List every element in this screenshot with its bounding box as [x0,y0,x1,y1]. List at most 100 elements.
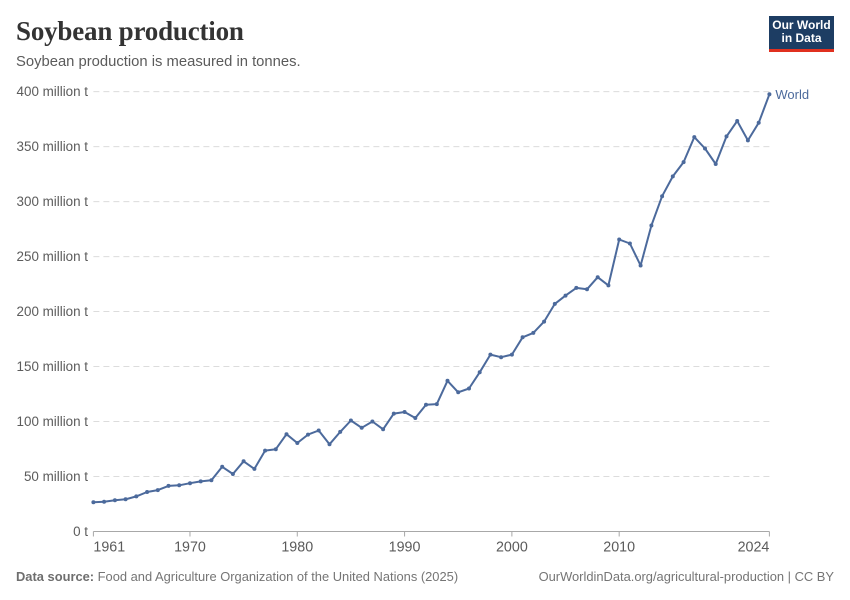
data-point[interactable] [509,352,514,357]
data-point[interactable] [467,386,471,391]
data-point[interactable] [542,319,547,324]
data-point[interactable] [306,432,310,437]
y-tick-label: 350 million t [17,139,89,154]
data-point[interactable] [713,162,718,166]
data-point[interactable] [434,402,439,407]
data-point[interactable] [220,464,225,469]
x-axis [92,531,770,537]
data-source-note: Data source: Food and Agriculture Organi… [16,569,458,585]
y-tick-label: 400 million t [17,84,89,99]
data-point[interactable] [327,442,332,447]
series-line-world[interactable] [92,93,771,504]
data-point[interactable] [499,355,504,360]
y-tick-label: 200 million t [17,304,89,319]
data-point[interactable] [230,472,235,476]
y-tick-label: 250 million t [17,249,89,264]
data-point[interactable] [284,432,289,437]
data-point[interactable] [617,237,622,242]
data-point[interactable] [445,378,450,383]
x-axis-labels: 1961 1970 1980 1990 2000 2010 2024 [93,540,769,556]
data-point[interactable] [209,478,214,483]
y-tick-label: 150 million t [17,359,89,374]
x-tick-label: 1990 [389,540,421,556]
data-series [91,92,772,505]
data-point[interactable] [188,481,192,486]
data-point[interactable] [155,488,160,493]
data-point[interactable] [767,92,772,97]
owid-logo[interactable]: Our World in Data [769,15,834,52]
data-point[interactable] [692,135,697,140]
data-point[interactable] [295,441,300,445]
data-point[interactable] [456,390,461,395]
data-point[interactable] [531,330,536,335]
data-point[interactable] [595,275,600,280]
data-point[interactable] [424,402,428,407]
attribution-link[interactable]: OurWorldinData.org/agricultural-producti… [538,569,834,584]
page-title: Soybean production [16,16,244,46]
data-point[interactable] [91,500,96,505]
data-point[interactable] [660,194,665,199]
x-tick-label: 1961 [93,540,125,556]
data-point[interactable] [735,119,740,123]
y-tick-label: 300 million t [17,194,89,209]
data-point[interactable] [145,490,150,494]
data-point[interactable] [134,494,139,499]
data-point[interactable] [563,293,568,298]
data-point[interactable] [574,285,579,290]
data-point[interactable] [338,429,343,434]
x-tick-label: 2000 [496,540,528,556]
data-point[interactable] [102,499,107,504]
data-point[interactable] [638,263,643,268]
data-point[interactable] [724,134,729,139]
chart-footer: Data source: Food and Agriculture Organi… [16,569,834,585]
data-point[interactable] [198,479,203,484]
data-point[interactable] [177,483,182,488]
x-tick-label: 2010 [603,540,635,556]
chart-subtitle: Soybean production is measured in tonnes… [16,54,301,70]
data-point[interactable] [391,411,396,416]
y-axis-labels: 0 t 50 million t 100 million t 150 million … [17,84,89,539]
data-point[interactable] [649,223,654,228]
data-point[interactable] [488,352,493,357]
data-point[interactable] [359,425,364,430]
data-point[interactable] [477,370,482,375]
data-point[interactable] [112,498,117,503]
y-tick-label: 50 million t [24,469,88,484]
x-tick-label: 1970 [174,540,206,556]
data-point[interactable] [413,416,418,420]
data-point[interactable] [703,146,707,151]
y-tick-label: 100 million t [17,414,89,429]
data-point[interactable] [273,447,278,452]
x-tick-label: 1980 [281,540,313,556]
data-point[interactable] [585,287,589,292]
y-tick-label: 0 t [73,524,88,539]
data-point[interactable] [520,335,525,340]
data-point[interactable] [252,466,257,471]
data-point[interactable] [241,459,246,464]
data-point[interactable] [370,419,375,424]
gridlines [93,91,770,478]
data-point[interactable] [348,418,353,423]
logo-line-1: Our World [772,18,831,32]
data-point[interactable] [756,120,761,125]
data-point[interactable] [166,483,171,488]
data-point[interactable] [681,160,686,165]
data-point[interactable] [606,283,611,288]
data-point[interactable] [381,427,386,432]
x-tick-label: 2024 [738,540,770,556]
data-source-text: Food and Agriculture Organization of the… [94,569,459,584]
series-end-label-text: World [775,87,809,102]
series-end-label: World [775,87,809,102]
data-point[interactable] [627,241,632,246]
data-point[interactable] [263,448,268,453]
data-point[interactable] [123,497,128,502]
data-source-label: Data source: [16,569,95,584]
data-point[interactable] [402,410,407,414]
data-point[interactable] [745,138,750,143]
data-point[interactable] [670,174,675,179]
data-point[interactable] [552,301,557,306]
data-point[interactable] [316,428,321,433]
logo-line-2: in Data [781,31,822,45]
